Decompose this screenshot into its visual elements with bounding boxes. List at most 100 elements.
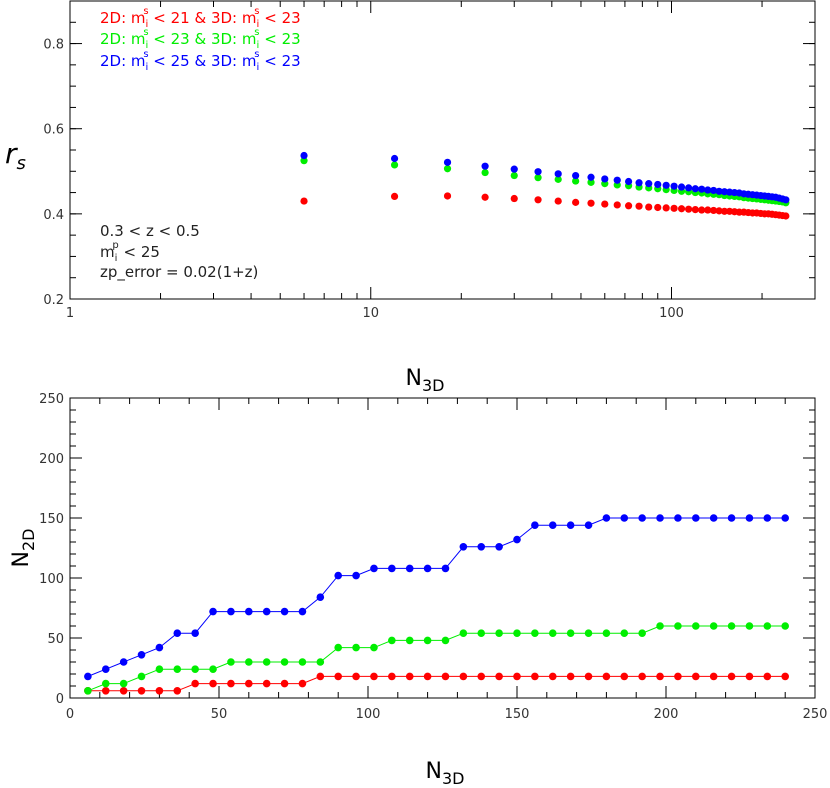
top-data-point (572, 171, 580, 180)
top-data-point (691, 185, 699, 193)
top-data-point (300, 197, 308, 205)
top-y-tick-label: 0.8 (43, 38, 64, 53)
bottom-data-point (137, 687, 146, 695)
bottom-axis-ticks (69, 397, 816, 699)
bottom-data-point (262, 658, 271, 666)
top-data-point (654, 203, 662, 212)
bottom-data-point (441, 564, 450, 573)
bottom-data-point (692, 514, 700, 522)
bottom-data-points (84, 514, 789, 695)
bottom-data-point (370, 564, 378, 573)
bottom-data-point (727, 622, 736, 630)
bottom-plot-frame (69, 397, 816, 699)
bottom-data-point (155, 643, 164, 652)
legend-entry-red: 2D: mis < 21 & 3D: mis < 23 (100, 6, 301, 30)
top-data-point (443, 158, 452, 166)
bottom-data-point (227, 658, 235, 666)
top-data-point (554, 175, 562, 183)
bottom-data-point (531, 629, 539, 637)
top-data-point (587, 173, 595, 181)
bottom-data-point (531, 672, 539, 681)
bottom-data-point (84, 672, 92, 681)
bottom-data-point (155, 665, 164, 673)
bottom-data-point (620, 514, 629, 522)
bottom-data-point (495, 543, 503, 551)
bottom-data-point (745, 622, 754, 630)
bottom-data-point (388, 672, 396, 681)
bottom-x-axis-label: N3D (426, 759, 465, 788)
bottom-series-line (87, 625, 786, 692)
bottom-data-point (155, 687, 164, 695)
bottom-y-tick-label: 250 (39, 392, 64, 407)
bottom-data-point (745, 672, 754, 681)
top-data-point (601, 175, 609, 183)
bottom-data-point (674, 672, 682, 681)
bottom-data-point (674, 622, 682, 630)
bottom-y-tick-label: 50 (47, 632, 64, 647)
bottom-x-tick-label: 200 (654, 707, 679, 722)
bottom-data-point (638, 672, 646, 681)
top-y-tick-label: 0.4 (43, 208, 64, 223)
bottom-data-point (441, 672, 450, 681)
bottom-data-point (262, 679, 271, 688)
top-x-tick-label: 100 (659, 306, 684, 321)
bottom-data-point (119, 679, 128, 688)
top-data-point (613, 176, 621, 184)
bottom-data-point (513, 672, 521, 681)
bottom-data-point (459, 672, 468, 681)
bottom-data-point (513, 629, 521, 637)
top-data-point (554, 197, 562, 205)
bottom-data-point (316, 593, 325, 601)
bottom-data-point (477, 543, 486, 551)
bottom-data-point (709, 622, 718, 630)
bottom-data-point (334, 571, 343, 580)
bottom-data-point (423, 672, 432, 681)
bottom-data-point (763, 672, 772, 681)
top-data-point (587, 199, 595, 207)
bottom-data-point (548, 521, 557, 529)
top-data-point (691, 206, 699, 214)
top-y-tick-label: 0.6 (43, 123, 64, 138)
bottom-data-point (566, 629, 575, 637)
bottom-x-tick-label: 0 (66, 707, 74, 722)
top-data-point (709, 206, 718, 215)
bottom-data-point (602, 672, 611, 681)
top-x-tick-label: 10 (362, 306, 379, 321)
bottom-data-point (209, 679, 217, 688)
bottom-data-point (638, 514, 646, 522)
bottom-x-tick-label: 150 (505, 707, 530, 722)
zp-error-label: zp_error = 0.02(1+z) (100, 263, 258, 282)
bottom-data-point (781, 622, 789, 630)
bottom-data-point (656, 622, 664, 630)
bottom-data-point (137, 651, 146, 659)
bottom-data-point (101, 679, 110, 688)
top-data-point (704, 206, 712, 214)
bottom-data-point (584, 672, 593, 681)
top-data-point (481, 162, 489, 170)
bottom-data-point (405, 564, 414, 573)
bottom-data-point (566, 521, 575, 529)
top-data-point (685, 205, 693, 213)
top-data-point (624, 202, 633, 210)
legend-entry-green: 2D: mis < 23 & 3D: mis < 23 (100, 27, 301, 51)
top-data-point (662, 181, 670, 189)
bottom-data-point (316, 658, 325, 666)
top-data-point (782, 212, 790, 220)
bottom-data-point (620, 629, 629, 637)
bottom-data-point (280, 679, 289, 688)
bottom-data-point (584, 629, 593, 637)
bottom-data-point (352, 672, 360, 681)
bottom-data-point (745, 514, 754, 522)
bottom-data-point (763, 514, 772, 522)
top-data-point (645, 180, 653, 188)
bottom-data-point (405, 636, 414, 645)
bottom-data-point (566, 672, 575, 681)
bottom-data-point (191, 679, 199, 688)
top-tick-labels: 1 10 100 0.2 0.4 0.6 0.8 (43, 38, 684, 321)
bottom-data-point (727, 514, 736, 522)
top-data-point (654, 180, 662, 189)
bottom-data-point (227, 607, 235, 616)
top-data-point (715, 207, 723, 215)
top-x-axis-label: N3D (406, 366, 445, 395)
bottom-data-point (656, 514, 664, 522)
